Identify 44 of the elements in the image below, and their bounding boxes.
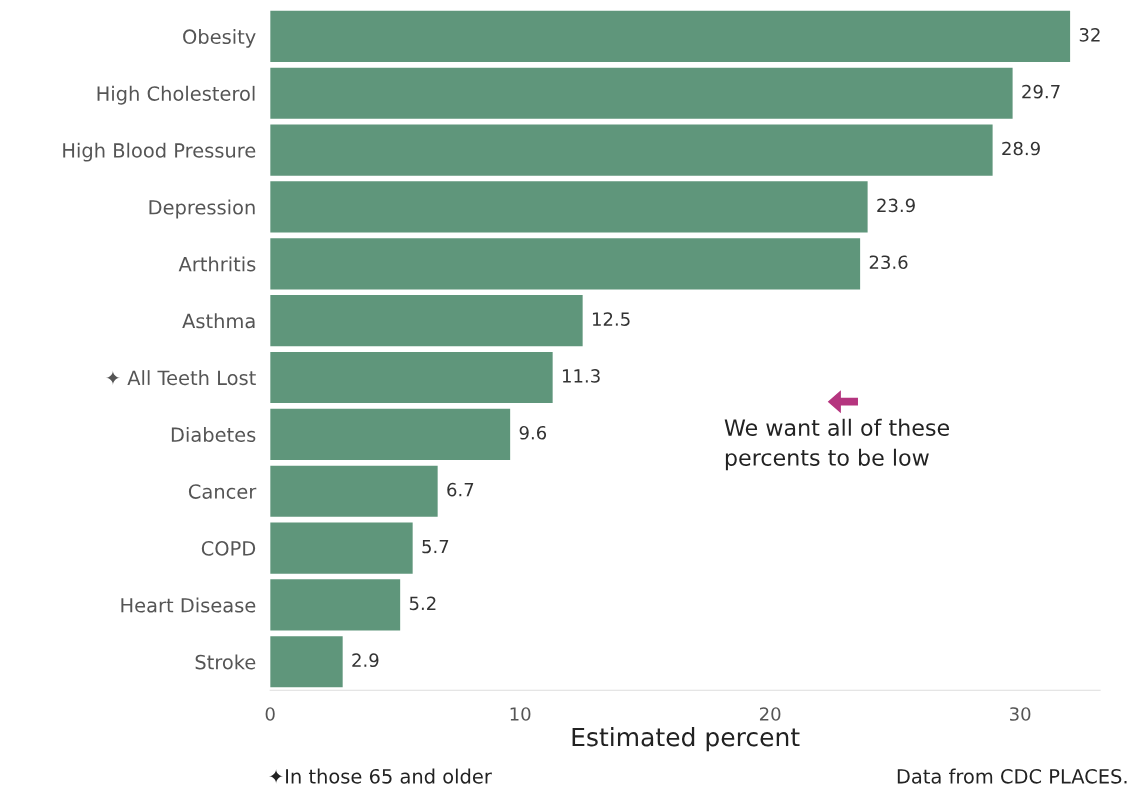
x-axis-title: Estimated percent [572, 727, 800, 752]
bar [270, 579, 401, 631]
bar [270, 10, 1071, 62]
data-label: 5.7 [422, 539, 449, 554]
bar [270, 181, 868, 233]
data-label: 28.9 [1002, 141, 1040, 156]
y-tick-label: Stroke [195, 654, 256, 670]
y-tick-label: Obesity [183, 29, 256, 48]
data-label: 32 [1079, 27, 1100, 42]
bar [270, 465, 438, 517]
data-label: 12.5 [592, 312, 630, 326]
annotation: We want all of these percents to be low [724, 418, 950, 471]
y-tick-label: Asthma [182, 313, 255, 329]
bar [270, 295, 583, 347]
bar [270, 67, 1013, 119]
bar [270, 522, 413, 574]
bar [270, 636, 343, 688]
y-tick-label: High Blood Pressure [63, 142, 256, 162]
data-label: 5.2 [409, 596, 436, 611]
bar [270, 408, 511, 460]
x-tick-label: 0 [265, 707, 275, 721]
data-label: 9.6 [519, 425, 547, 440]
bar [270, 351, 553, 404]
x-tick-label: 10 [510, 707, 531, 721]
bar [270, 124, 993, 176]
y-tick-label: Arthritis [178, 256, 256, 272]
data-label: 6.7 [447, 482, 474, 497]
y-tick-label: High Cholesterol [97, 85, 255, 105]
y-tick-label: ✦ All Teeth Lost [105, 370, 256, 386]
text: ✦In those 65 and older [268, 768, 492, 784]
data-label: 23.9 [877, 198, 915, 213]
y-tick-label: Heart Disease [121, 597, 256, 613]
x-tick-label: 20 [759, 707, 781, 721]
y-tick-label: COPD [201, 541, 256, 556]
data-label: 11.3 [562, 369, 600, 383]
y-tick-label: Cancer [188, 484, 257, 499]
y-tick-label: Depression [149, 199, 255, 219]
data-label: 29.7 [1022, 84, 1060, 99]
text: Data from CDC PLACES. [897, 768, 1127, 784]
y-tick-label: Diabetes [171, 426, 256, 443]
x-tick-label: 30 [1010, 707, 1031, 721]
data-label: 23.6 [869, 255, 908, 270]
data-label: 2.9 [352, 653, 379, 668]
bar [270, 238, 861, 290]
